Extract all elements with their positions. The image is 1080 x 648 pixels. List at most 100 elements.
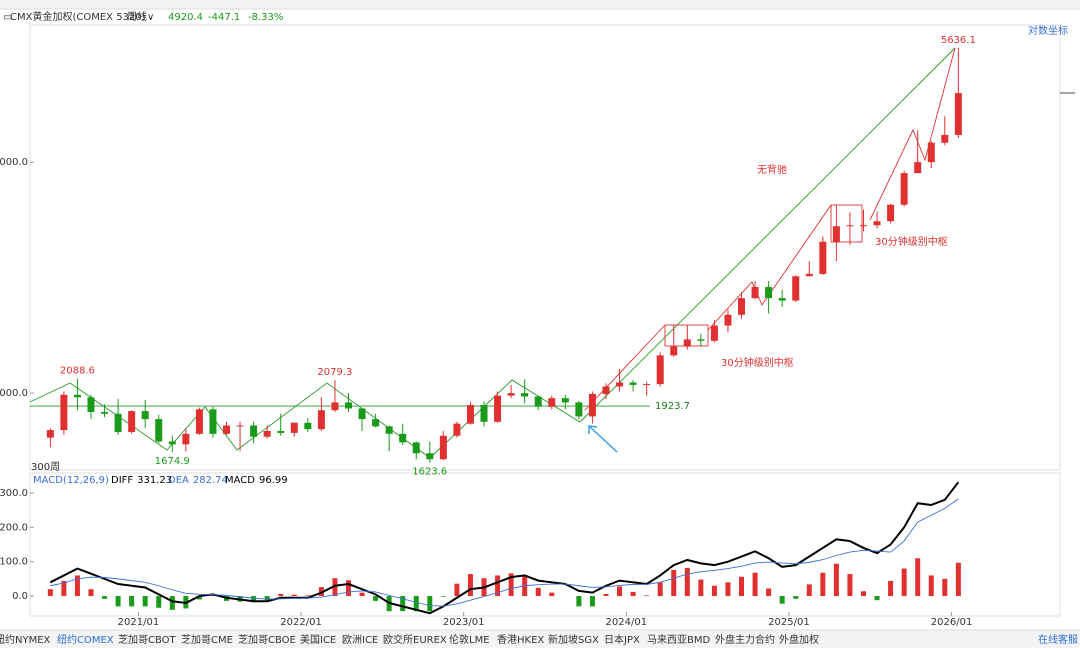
- macd-bar: [752, 572, 758, 597]
- macd-bar: [549, 592, 555, 597]
- red-trend-line: [869, 47, 956, 221]
- candle-body: [602, 386, 610, 394]
- y-tick-label: 200.0: [0, 522, 28, 533]
- candle-body: [954, 93, 962, 135]
- candle-body: [656, 355, 664, 385]
- macd-bar: [630, 591, 636, 597]
- period-count: 300周: [31, 461, 60, 473]
- macd-bar: [928, 575, 934, 597]
- x-tick-label: 2026/01: [931, 617, 973, 628]
- macd-bar: [413, 596, 419, 612]
- candle-body: [372, 419, 380, 427]
- candle-body: [887, 204, 895, 222]
- market-tab[interactable]: 纽约NYMEX: [0, 633, 51, 646]
- candle-body: [859, 225, 867, 227]
- price-change-pct: -8.33%: [248, 12, 283, 23]
- candle-body: [60, 394, 68, 431]
- market-tab[interactable]: 美国ICE: [300, 633, 336, 646]
- macd-bar: [345, 580, 351, 597]
- candle-body: [195, 409, 203, 434]
- macd-line: [49, 481, 960, 615]
- series-value: 331.23: [137, 475, 172, 486]
- market-tab[interactable]: 日本JPX: [604, 633, 640, 646]
- candle-body: [263, 431, 271, 437]
- macd-bar: [508, 573, 514, 597]
- candle-body: [304, 422, 312, 430]
- candle-body: [819, 241, 827, 274]
- macd-bar: [142, 596, 148, 607]
- macd-bar: [400, 596, 406, 612]
- instrument-title: CMX黄金加权(COMEX 5320): [10, 10, 146, 23]
- macd-bar: [603, 594, 609, 597]
- green-trend-lines: [29, 47, 956, 459]
- market-tab[interactable]: 外盘加权: [779, 633, 819, 646]
- candle-body: [128, 411, 136, 432]
- last-price: 4920.4: [168, 12, 203, 23]
- x-tick-label: 2021/01: [118, 617, 160, 628]
- macd-bar: [711, 585, 717, 597]
- candle-body: [317, 410, 325, 430]
- market-tab[interactable]: 芝加哥CBOE: [238, 633, 296, 646]
- x-tick-label: 2023/01: [443, 617, 485, 628]
- toolbar: [0, 0, 1080, 9]
- series-value: 96.99: [259, 475, 288, 486]
- candle-body: [792, 276, 800, 301]
- candle-body: [399, 433, 407, 443]
- drawings: [29, 47, 1075, 459]
- market-tab[interactable]: 芝加哥CME: [181, 633, 233, 646]
- market-tab[interactable]: 香港HKEX: [497, 634, 544, 646]
- candle-body: [250, 425, 258, 437]
- market-tab[interactable]: 欧交所EUREX: [383, 633, 447, 646]
- candle-body: [751, 286, 759, 299]
- pivot-box: [830, 204, 863, 243]
- market-tab[interactable]: 伦敦LME: [449, 633, 490, 646]
- candle-body: [344, 402, 352, 409]
- macd-bar: [156, 596, 162, 608]
- candle-body: [73, 394, 81, 398]
- macd-title: MACD(12,26,9): [33, 475, 109, 486]
- macd-bar: [210, 595, 216, 597]
- extreme-label: 2079.3: [317, 367, 352, 378]
- macd-bar: [88, 589, 94, 597]
- macd-bar: [467, 574, 473, 597]
- x-tick-label: 2024/01: [606, 617, 648, 628]
- macd-bar: [74, 575, 80, 597]
- y-tick-label: 100.0: [0, 557, 28, 568]
- macd-bar: [359, 592, 365, 597]
- candle-body: [453, 423, 461, 436]
- market-tab[interactable]: 新加坡SGX: [548, 633, 599, 646]
- market-tab[interactable]: 外盘主力合约: [715, 633, 775, 646]
- macd-bar: [291, 594, 297, 597]
- macd-bar: [115, 596, 121, 607]
- candle-body: [670, 346, 678, 356]
- candle-body: [101, 411, 109, 414]
- candle-body: [87, 397, 95, 412]
- macd-bar: [793, 596, 799, 599]
- extreme-label: 1674.9: [155, 456, 190, 467]
- market-tab[interactable]: 芝加哥CBOT: [118, 633, 177, 646]
- period-selector[interactable]: 周线∨: [127, 10, 154, 23]
- macd-bar: [806, 584, 812, 597]
- market-tab[interactable]: 马来西亚BMD: [647, 634, 710, 646]
- market-tab[interactable]: 纽约COMEX: [57, 633, 114, 646]
- macd-bar: [264, 596, 270, 601]
- candle-body: [900, 173, 908, 205]
- candle-body: [507, 393, 515, 396]
- macd-bar: [373, 596, 379, 601]
- macd-bar: [278, 594, 284, 597]
- y-tick-label: 4000.0: [0, 157, 28, 168]
- macd-panel: [29, 472, 1061, 617]
- candle-body: [724, 314, 732, 326]
- macd-bar: [766, 588, 772, 597]
- macd-bar: [833, 563, 839, 597]
- candle-body: [236, 425, 244, 427]
- candle-body: [941, 134, 949, 143]
- macd-bar: [915, 558, 921, 597]
- log-scale-toggle[interactable]: 对数坐标: [1028, 24, 1068, 37]
- series-name: MACD: [225, 475, 255, 486]
- candle-body: [683, 339, 691, 347]
- online-service[interactable]: 在线客服: [1038, 633, 1078, 646]
- candle-body: [277, 431, 285, 433]
- market-tab[interactable]: 欧洲ICE: [342, 634, 378, 646]
